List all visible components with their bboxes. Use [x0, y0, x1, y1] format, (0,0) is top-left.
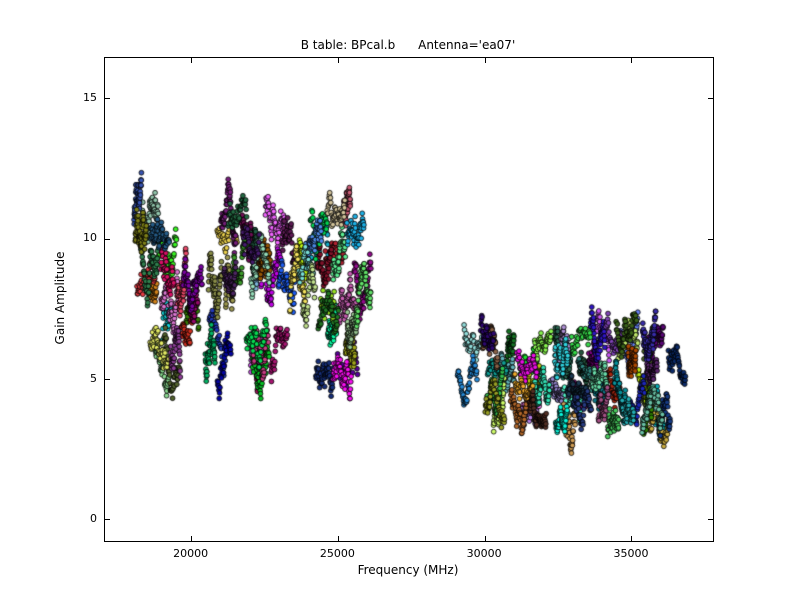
- x-tick-label: 20000: [173, 547, 209, 560]
- x-tick-mark: [484, 58, 486, 63]
- y-tick-label: 5: [90, 371, 97, 385]
- y-tick-mark: [708, 238, 713, 240]
- y-tick-label: 10: [83, 231, 97, 245]
- y-tick-mark: [708, 379, 713, 381]
- y-axis-label: Gain Amplitude: [53, 251, 67, 345]
- x-tick-mark: [337, 58, 339, 63]
- y-tick-mark: [105, 238, 110, 240]
- x-tick-mark: [191, 58, 193, 63]
- y-tick-mark: [105, 519, 110, 521]
- y-tick-mark: [708, 98, 713, 100]
- plot-area: [104, 57, 714, 542]
- x-tick-label: 30000: [466, 547, 502, 560]
- x-tick-label: 25000: [319, 547, 355, 560]
- y-tick-mark: [708, 519, 713, 521]
- x-tick-mark: [337, 536, 339, 541]
- chart-title: B table: BPcal.b Antenna='ea07': [300, 38, 516, 52]
- x-axis-label: Frequency (MHz): [357, 563, 459, 577]
- x-tick-mark: [191, 536, 193, 541]
- x-tick-mark: [631, 58, 633, 63]
- x-tick-label: 35000: [613, 547, 649, 560]
- x-tick-mark: [484, 536, 486, 541]
- x-tick-mark: [631, 536, 633, 541]
- y-tick-label: 15: [83, 90, 97, 104]
- y-tick-mark: [105, 379, 110, 381]
- y-tick-label: 0: [90, 511, 97, 525]
- scatter-points-canvas: [105, 58, 713, 541]
- y-tick-mark: [105, 98, 110, 100]
